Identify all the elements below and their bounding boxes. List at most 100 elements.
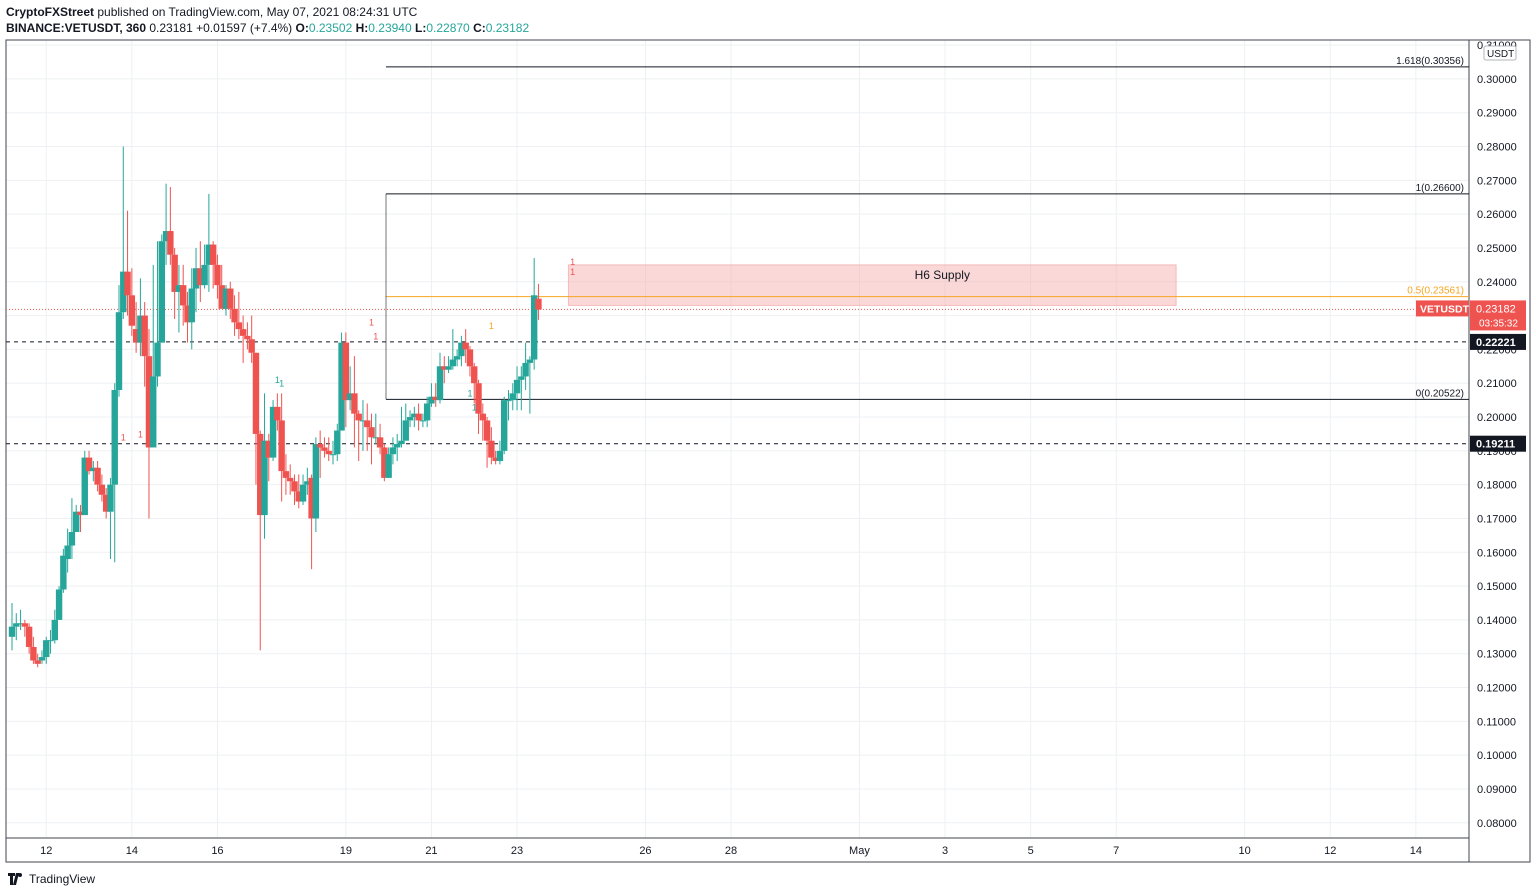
bull-candle-body <box>496 450 504 461</box>
bull-candle-body <box>359 420 367 422</box>
bear-candle-body <box>132 329 140 343</box>
bear-candle-body <box>488 440 495 458</box>
bull-candle-body <box>526 359 534 363</box>
bull-candle-body <box>299 484 307 502</box>
bear-candle-body <box>462 342 469 350</box>
bear-candle-body <box>124 271 131 296</box>
time-tick-label: 14 <box>1410 845 1422 857</box>
bear-candle-body <box>432 396 439 401</box>
publisher-name[interactable]: CryptoFXStreet <box>6 5 95 19</box>
price-tick-label: 0.21000 <box>1477 378 1517 390</box>
level-price-badge <box>1470 333 1526 350</box>
td-sequential-marker: 1 <box>279 379 284 389</box>
price-tick-label: 0.20000 <box>1477 412 1517 424</box>
symbol-label[interactable]: BINANCE:VETUSDT, 360 <box>6 21 147 35</box>
tradingview-footer[interactable]: TradingView <box>8 870 95 888</box>
price-tick-label: 0.30000 <box>1477 74 1517 86</box>
grid <box>6 40 1469 838</box>
time-tick-label: 12 <box>1324 845 1336 857</box>
bear-candle-body <box>102 494 110 512</box>
price-tick-label: 0.18000 <box>1477 480 1517 492</box>
bear-candle-body <box>308 477 315 519</box>
bear-candle-body <box>492 457 499 461</box>
price-tick-label: 0.24000 <box>1477 277 1517 289</box>
bull-candle-body <box>162 231 170 242</box>
bear-candle-body <box>282 471 290 478</box>
bull-candle-body <box>518 376 525 380</box>
bull-candle-body <box>385 454 392 478</box>
tradingview-logo-icon <box>8 873 22 885</box>
open-label: O: <box>295 21 309 35</box>
bear-candle-body <box>235 322 243 330</box>
bear-candle-body <box>351 393 358 414</box>
publish-line: CryptoFXStreet published on TradingView.… <box>6 4 529 20</box>
time-axis[interactable]: 12 14 16 19 21 23 26 28 May 3 5 7 10 12 14 <box>40 845 1422 857</box>
level-price-badge <box>1470 435 1526 452</box>
price-tick-label: 0.25000 <box>1477 243 1517 255</box>
bull-candle-body <box>445 366 452 370</box>
bear-candle-body <box>214 264 221 286</box>
time-tick-label: 23 <box>511 845 523 857</box>
bull-candle-body <box>68 531 76 546</box>
bear-candle-body <box>128 295 136 326</box>
bear-candle-body <box>295 491 302 502</box>
bull-candle-body <box>188 288 195 323</box>
bear-candle-body <box>376 437 384 448</box>
bull-candle-body <box>137 315 144 343</box>
bull-candle-body <box>389 447 397 455</box>
bull-candle-body <box>338 342 345 431</box>
time-tick-label: 5 <box>1028 845 1034 857</box>
level-price-text: 0.22221 <box>1476 337 1516 349</box>
price-axis[interactable]: 0.08000 0.09000 0.10000 0.11000 0.12000 0.130… <box>1477 40 1517 830</box>
bear-candle-body <box>239 329 247 336</box>
bull-candle-body <box>73 511 80 532</box>
change-value: +0.01597 (+7.4%) <box>196 21 293 35</box>
price-tick-label: 0.16000 <box>1477 547 1517 559</box>
time-tick-label: 14 <box>126 845 138 857</box>
bear-candle-body <box>21 623 29 627</box>
bear-candle-body <box>180 285 187 306</box>
price-tick-label: 0.12000 <box>1477 683 1517 695</box>
bull-candle-body <box>458 342 465 357</box>
low-label: L: <box>415 21 427 35</box>
bear-candle-body <box>321 447 328 451</box>
fib-label: 1(0.26600) <box>1416 183 1464 194</box>
bull-candle-body <box>372 437 379 439</box>
price-tick-label: 0.11000 <box>1477 716 1516 728</box>
bull-candle-body <box>501 400 508 451</box>
bull-candle-body <box>115 312 123 390</box>
bear-candle-body <box>287 477 294 482</box>
bear-candle-body <box>171 254 178 292</box>
bear-candle-body <box>94 467 101 485</box>
bear-candle-body <box>325 450 332 455</box>
bear-candle-body <box>252 352 260 434</box>
bear-candle-body <box>316 444 324 448</box>
bear-candle-body <box>184 305 191 323</box>
time-tick-label: May <box>849 845 870 857</box>
bull-candle-body <box>522 362 529 377</box>
bull-candle-body <box>406 417 414 421</box>
time-tick-label: 28 <box>725 845 737 857</box>
price-tick-label: 0.29000 <box>1477 108 1517 120</box>
td-sequential-marker: 1 <box>570 257 575 267</box>
symbol-badge-text: VETUSDT <box>1420 303 1470 315</box>
bull-candle-body <box>201 264 208 286</box>
bear-candle-body <box>471 366 478 384</box>
bear-candle-body <box>98 484 106 495</box>
bear-candle-body <box>257 433 264 516</box>
bear-candle-body <box>475 383 482 414</box>
bull-candle-body <box>402 420 409 441</box>
time-tick-label: 12 <box>40 845 52 857</box>
bull-candle-body <box>120 271 127 313</box>
bear-candle-body <box>141 315 148 357</box>
bear-candle-body <box>218 285 225 309</box>
supply-zone-layer: H6 Supply <box>567 264 1177 306</box>
bear-candle-body <box>77 511 84 516</box>
close-label: C: <box>473 21 486 35</box>
bull-candle-body <box>64 545 71 560</box>
bull-candle-body <box>423 403 431 421</box>
bear-candle-body <box>441 366 448 370</box>
time-tick-label: 19 <box>340 845 352 857</box>
